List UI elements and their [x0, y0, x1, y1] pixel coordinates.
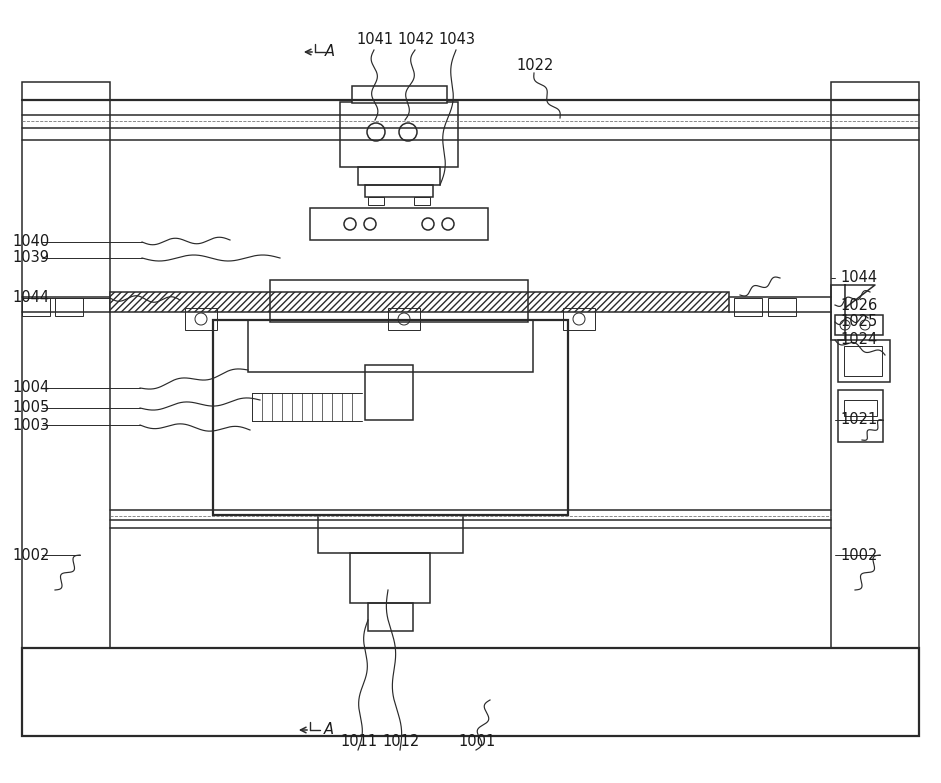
Bar [563, 308, 595, 330]
Text: 1044: 1044 [12, 290, 49, 305]
Bar [358, 167, 440, 185]
Bar [388, 308, 420, 330]
Bar [838, 340, 890, 382]
Bar [350, 553, 430, 603]
Polygon shape [845, 285, 875, 308]
Text: 1043: 1043 [438, 33, 475, 48]
Bar [318, 515, 463, 553]
Text: 1026: 1026 [840, 298, 877, 312]
Bar [835, 315, 883, 335]
Bar [22, 82, 110, 648]
Text: 1021: 1021 [840, 413, 877, 428]
Text: 1002: 1002 [12, 547, 49, 562]
Text: 1042: 1042 [397, 33, 434, 48]
Text: 1024: 1024 [840, 333, 877, 348]
Text: 1002: 1002 [840, 547, 877, 562]
Text: 1005: 1005 [12, 400, 49, 416]
Bar [831, 82, 919, 648]
Bar [310, 208, 488, 240]
Bar [414, 197, 430, 205]
Bar [248, 320, 533, 372]
Bar [110, 292, 729, 312]
Text: A: A [324, 723, 334, 738]
Text: 1022: 1022 [516, 57, 553, 73]
Text: 1004: 1004 [12, 381, 49, 395]
Text: 1025: 1025 [840, 315, 877, 330]
Text: 1040: 1040 [12, 234, 49, 250]
Bar [270, 280, 528, 322]
Bar [768, 298, 796, 316]
Text: 1011: 1011 [340, 734, 377, 749]
Bar [55, 298, 83, 316]
Text: A: A [325, 45, 335, 60]
Bar [22, 648, 919, 736]
Text: 1044: 1044 [840, 270, 877, 286]
Bar [213, 320, 568, 515]
Text: 1041: 1041 [356, 33, 393, 48]
Bar [831, 285, 845, 340]
Bar [185, 308, 217, 330]
Text: 1012: 1012 [382, 734, 420, 749]
Bar [352, 86, 447, 103]
Text: 1001: 1001 [458, 734, 495, 749]
Bar [734, 298, 762, 316]
Text: 1003: 1003 [12, 417, 49, 432]
Bar [22, 298, 50, 316]
Bar [368, 603, 413, 631]
Bar [340, 102, 458, 167]
Bar [365, 185, 433, 197]
Bar [365, 365, 413, 420]
Bar [838, 390, 883, 442]
Bar [368, 197, 384, 205]
Text: 1039: 1039 [12, 251, 49, 265]
Bar [844, 400, 877, 416]
Bar [844, 346, 882, 376]
